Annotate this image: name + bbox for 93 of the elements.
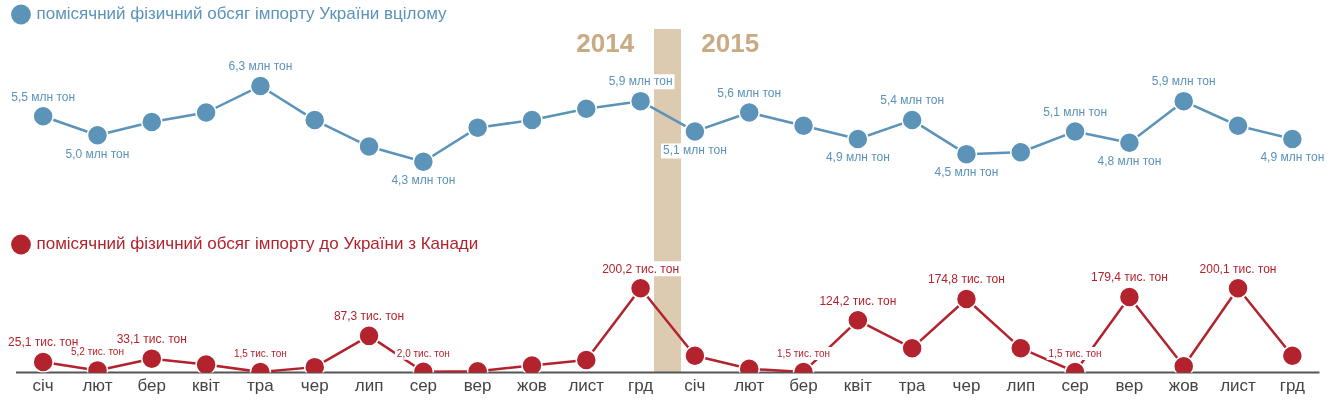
point <box>1227 277 1249 300</box>
legend-label: помісячний фізичний обсяг імпорту до України з Канади <box>36 234 479 254</box>
point <box>629 277 652 300</box>
x-tick-label: жов <box>517 376 547 396</box>
data-label: 5,1 млн тон <box>662 142 727 157</box>
point <box>684 345 706 367</box>
data-label: 4,5 млн тон <box>934 165 999 180</box>
point <box>358 325 380 347</box>
data-label: 5,6 млн тон <box>717 85 782 100</box>
data-label: 174,8 тис. тон <box>928 272 1005 287</box>
point <box>195 353 217 373</box>
point <box>141 347 163 370</box>
data-label: 124,2 тис. тон <box>819 293 897 308</box>
point <box>303 109 326 131</box>
x-tick-label: квіт <box>192 376 221 396</box>
x-tick-label: вер <box>463 376 492 396</box>
x-tick-label: бер <box>789 376 818 396</box>
x-tick-label: вер <box>1115 376 1144 396</box>
data-label: 179,4 тис. тон <box>1090 270 1168 285</box>
data-label: 5,2 тис. тон <box>70 346 124 358</box>
point <box>847 309 869 332</box>
point <box>1172 90 1195 112</box>
x-tick-label: тра <box>898 376 927 396</box>
data-label: 4,3 млн тон <box>391 173 456 188</box>
point <box>955 288 978 310</box>
point <box>195 101 217 124</box>
point <box>575 97 598 120</box>
data-label: 5,9 млн тон <box>608 74 673 89</box>
point <box>1118 132 1141 154</box>
point <box>358 135 380 158</box>
point <box>86 124 109 146</box>
text: 2015 <box>701 28 760 59</box>
point <box>249 75 272 97</box>
point <box>1227 115 1249 137</box>
data-label: 1,5 тис. тон <box>1048 347 1102 359</box>
data-label: 200,2 тис. тон <box>602 261 680 276</box>
x-tick-label: чер <box>952 376 981 396</box>
x-tick-label: січ <box>32 376 54 396</box>
legend-label: помісячний фізичний обсяг імпорту України вцілому <box>36 4 448 24</box>
point <box>32 351 54 373</box>
point <box>575 349 598 371</box>
point <box>1010 337 1032 359</box>
x-tick-label: бер <box>137 376 167 396</box>
data-label: 6,3 млн тон <box>228 59 293 74</box>
x-tick-label: сер <box>409 376 438 396</box>
x-tick-label: лист <box>1220 376 1257 396</box>
x-tick-label: тра <box>247 376 275 396</box>
data-label: 5,9 млн тон <box>1151 74 1216 89</box>
point <box>1281 128 1304 150</box>
point <box>521 354 543 373</box>
point <box>1281 345 1304 367</box>
point <box>466 116 489 139</box>
x-tick-label: січ <box>684 376 706 396</box>
data-label: 200,1 тис. тон <box>1199 261 1277 276</box>
x-tick-label: грд <box>628 376 654 396</box>
data-label: 5,0 млн тон <box>65 146 130 161</box>
point <box>629 90 652 112</box>
data-label: 4,9 млн тон <box>825 150 890 165</box>
x-tick-label: лют <box>734 376 765 396</box>
x-tick-label: квіт <box>843 376 873 396</box>
x-tick-label: лют <box>82 376 113 396</box>
point <box>1010 141 1032 163</box>
point <box>1118 286 1141 308</box>
point <box>901 109 923 131</box>
point <box>412 150 435 173</box>
point <box>521 109 543 131</box>
data-label: 2,0 тис. тон <box>396 347 450 359</box>
point <box>847 128 869 150</box>
data-label: 1,5 тис. тон <box>233 347 287 359</box>
data-label: 1,5 тис. тон <box>777 347 831 359</box>
data-label: 4,8 млн тон <box>1097 154 1162 169</box>
data-label: 87,3 тис. тон <box>333 309 405 324</box>
point <box>1064 120 1086 143</box>
x-tick-label: сер <box>1061 376 1089 396</box>
x-tick-label: чер <box>300 376 329 396</box>
text: 2014 <box>576 28 635 59</box>
data-label: 5,4 млн тон <box>880 93 945 108</box>
point <box>955 143 978 165</box>
point <box>792 115 815 137</box>
x-tick-label: лип <box>1006 376 1036 396</box>
point <box>738 101 760 124</box>
point <box>684 120 706 143</box>
data-label: 33,1 тис. тон <box>116 331 187 346</box>
data-label: 4,9 млн тон <box>1260 150 1325 165</box>
data-label: 5,1 млн тон <box>1043 104 1108 119</box>
x-tick-label: жов <box>1168 376 1199 396</box>
point <box>141 111 163 133</box>
point <box>32 105 54 128</box>
data-label: 5,5 млн тон <box>11 89 76 104</box>
x-tick-label: лист <box>568 376 605 396</box>
x-tick-label: лип <box>354 376 384 396</box>
point <box>901 337 923 359</box>
x-tick-label: грд <box>1279 376 1306 396</box>
